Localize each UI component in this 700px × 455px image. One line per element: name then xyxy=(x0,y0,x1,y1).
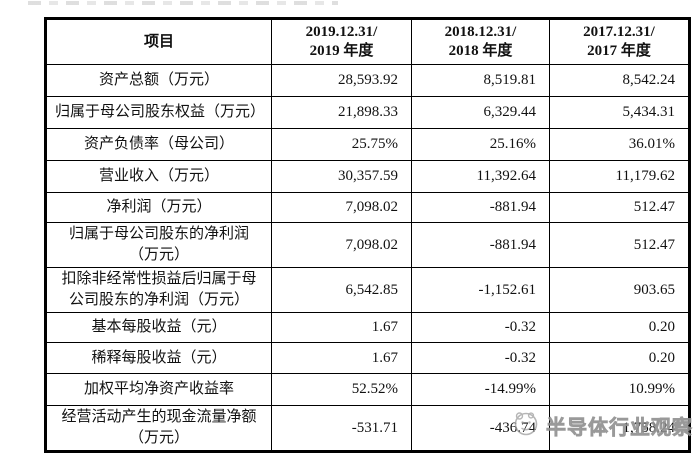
value-cell: -531.71 xyxy=(271,405,412,452)
value-cell: 512.47 xyxy=(549,192,690,223)
value-cell: -0.32 xyxy=(411,312,550,343)
table-row: 稀释每股收益（元） 1.67 -0.32 0.20 xyxy=(45,342,690,374)
table-body: 资产总额（万元） 28,593.92 8,519.81 8,542.24 归属于母公司股… xyxy=(45,64,690,452)
value-cell: -14.99% xyxy=(411,373,550,406)
row-label: 净利润（万元） xyxy=(45,192,272,223)
period-date: 2017.12.31/ xyxy=(583,24,655,40)
period-year: 2018 年度 xyxy=(448,43,513,59)
row-label: 经营活动产生的现金流量净额（万元） xyxy=(45,405,272,452)
value-cell: 512.47 xyxy=(549,222,690,268)
table-row: 资产总额（万元） 28,593.92 8,519.81 8,542.24 xyxy=(45,64,690,97)
header-row: 项目 2019.12.31/ 2019 年度 2018.12.31/ 2018 … xyxy=(45,18,690,65)
value-cell: 25.16% xyxy=(411,128,550,161)
value-cell: 5,434.31 xyxy=(549,96,690,129)
row-label: 资产负债率（母公司） xyxy=(45,128,272,161)
value-cell: 7,098.02 xyxy=(271,222,412,268)
table-row: 净利润（万元） 7,098.02 -881.94 512.47 xyxy=(45,192,690,223)
table-row: 经营活动产生的现金流量净额（万元） -531.71 -436.74 1,758.24 xyxy=(45,405,690,452)
period-date: 2018.12.31/ xyxy=(444,24,517,40)
value-cell: -436.74 xyxy=(411,405,550,452)
value-cell: 36.01% xyxy=(549,128,690,161)
financial-indicators-table: 项目 2019.12.31/ 2019 年度 2018.12.31/ 2018 … xyxy=(44,17,691,453)
period-date: 2019.12.31/ xyxy=(305,24,378,40)
value-cell: -0.32 xyxy=(411,342,550,374)
value-cell: -1,152.61 xyxy=(411,267,550,313)
value-cell: 11,179.62 xyxy=(549,160,690,193)
value-cell: 52.52% xyxy=(271,373,412,406)
value-cell: 6,329.44 xyxy=(411,96,550,129)
header-period-2017: 2017.12.31/ 2017 年度 xyxy=(549,18,690,65)
header-period-2019: 2019.12.31/ 2019 年度 xyxy=(271,18,412,65)
value-cell: 0.20 xyxy=(549,312,690,343)
row-label: 基本每股收益（元） xyxy=(45,312,272,343)
table-row: 归属于母公司股东权益（万元） 21,898.33 6,329.44 5,434.31 xyxy=(45,96,690,129)
value-cell: 1,758.24 xyxy=(549,405,690,452)
value-cell: 10.99% xyxy=(549,373,690,406)
header-period-2018: 2018.12.31/ 2018 年度 xyxy=(411,18,550,65)
period-year: 2019 年度 xyxy=(309,43,374,59)
value-cell: 8,542.24 xyxy=(549,64,690,97)
value-cell: 8,519.81 xyxy=(411,64,550,97)
table-row: 营业收入（万元） 30,357.59 11,392.64 11,179.62 xyxy=(45,160,690,193)
value-cell: 0.20 xyxy=(549,342,690,374)
header-item: 项目 xyxy=(45,18,272,65)
value-cell: 11,392.64 xyxy=(411,160,550,193)
value-cell: -881.94 xyxy=(411,222,550,268)
row-label: 加权平均净资产收益率 xyxy=(45,373,272,406)
value-cell: 1.67 xyxy=(271,312,412,343)
row-label: 资产总额（万元） xyxy=(45,64,272,97)
value-cell: 28,593.92 xyxy=(271,64,412,97)
table-row: 扣除非经常性损益后归属于母公司股东的净利润（万元） 6,542.85 -1,152.… xyxy=(45,267,690,313)
cropped-text-remnant xyxy=(28,1,338,5)
period-year: 2017 年度 xyxy=(587,43,651,59)
value-cell: 25.75% xyxy=(271,128,412,161)
row-label: 营业收入（万元） xyxy=(45,160,272,193)
row-label: 稀释每股收益（元） xyxy=(45,342,272,374)
value-cell: 903.65 xyxy=(549,267,690,313)
value-cell: 30,357.59 xyxy=(271,160,412,193)
table-row: 加权平均净资产收益率 52.52% -14.99% 10.99% xyxy=(45,373,690,406)
value-cell: -881.94 xyxy=(411,192,550,223)
table-row: 基本每股收益（元） 1.67 -0.32 0.20 xyxy=(45,312,690,343)
value-cell: 6,542.85 xyxy=(271,267,412,313)
table-row: 资产负债率（母公司） 25.75% 25.16% 36.01% xyxy=(45,128,690,161)
table-row: 归属于母公司股东的净利润（万元） 7,098.02 -881.94 512.47 xyxy=(45,222,690,268)
header-item-label: 项目 xyxy=(143,33,174,50)
row-label: 扣除非经常性损益后归属于母公司股东的净利润（万元） xyxy=(45,267,272,313)
value-cell: 21,898.33 xyxy=(271,96,412,129)
row-label: 归属于母公司股东的净利润（万元） xyxy=(45,222,272,268)
row-label: 归属于母公司股东权益（万元） xyxy=(45,96,272,129)
value-cell: 1.67 xyxy=(271,342,412,374)
value-cell: 7,098.02 xyxy=(271,192,412,223)
